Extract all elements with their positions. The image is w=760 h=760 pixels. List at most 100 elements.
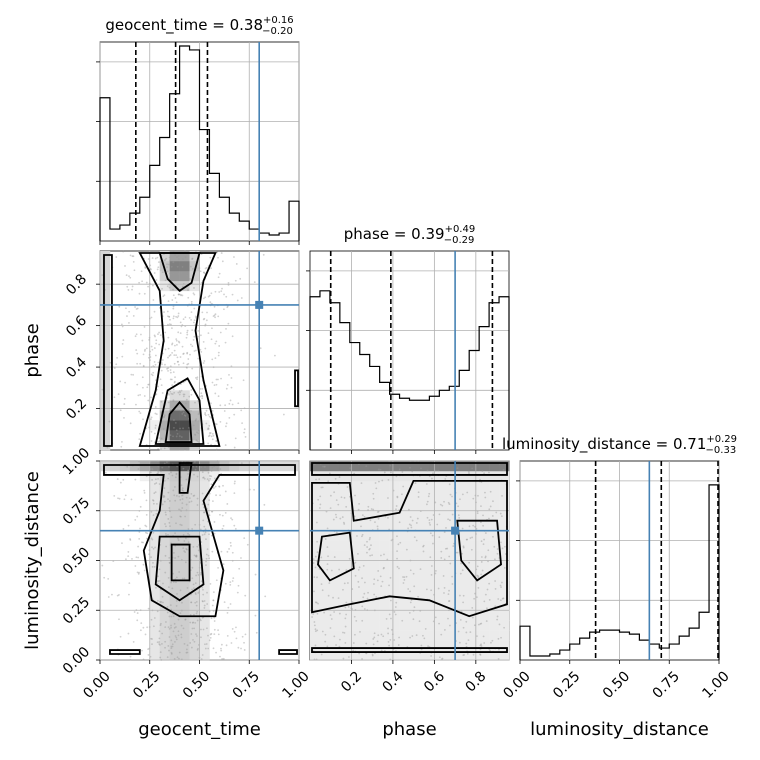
scatter-point (138, 571, 140, 574)
density-cell (499, 470, 510, 482)
scatter-point (484, 491, 486, 494)
scatter-point (329, 627, 332, 629)
scatter-point (361, 533, 364, 536)
scatter-point (390, 539, 393, 542)
scatter-point (202, 600, 204, 603)
density-cell (389, 650, 400, 661)
scatter-point (174, 557, 176, 559)
density-cell (179, 400, 190, 411)
scatter-point (160, 400, 163, 403)
scatter-point (465, 620, 468, 623)
density-cell (310, 470, 321, 482)
scatter-point (221, 287, 223, 290)
scatter-point (373, 636, 376, 639)
scatter-point (372, 638, 375, 640)
scatter-point (462, 594, 465, 597)
scatter-point (116, 594, 119, 597)
scatter-point (395, 505, 398, 507)
scatter-point (182, 352, 185, 355)
density-cell (179, 470, 190, 482)
scatter-point (168, 627, 171, 630)
scatter-point (123, 403, 126, 405)
density-cell (379, 470, 390, 482)
scatter-point (139, 432, 141, 435)
scatter-point (315, 521, 318, 524)
scatter-point (244, 594, 247, 597)
scatter-point (140, 333, 142, 336)
density-cell (379, 640, 390, 651)
scatter-point (212, 647, 215, 650)
scatter-point (167, 369, 169, 372)
scatter-point (185, 651, 188, 654)
density-cell (409, 610, 420, 621)
scatter-point (192, 583, 195, 586)
scatter-point (186, 274, 188, 277)
scatter-point (457, 630, 460, 633)
scatter-point (175, 338, 178, 341)
scatter-point (161, 642, 163, 645)
scatter-point (470, 548, 473, 551)
density-cell (259, 461, 270, 472)
scatter-point (337, 597, 340, 600)
density-cell (149, 570, 160, 581)
scatter-point (363, 515, 366, 518)
scatter-point (170, 647, 173, 650)
scatter-point (169, 318, 171, 321)
scatter-point (159, 378, 162, 381)
scatter-point (165, 513, 167, 516)
scatter-point (370, 544, 372, 547)
density-cell (399, 510, 410, 521)
density-cell (169, 590, 180, 601)
density-cell (329, 580, 341, 591)
scatter-point (207, 503, 210, 506)
scatter-point (192, 292, 195, 295)
scatter-point (181, 507, 184, 509)
scatter-point (178, 393, 181, 396)
scatter-point (142, 364, 145, 367)
scatter-point (243, 431, 246, 434)
scatter-point (476, 565, 479, 568)
scatter-point (360, 525, 362, 528)
density-cell (359, 620, 370, 631)
density-cell (139, 461, 151, 472)
contour-right (456, 519, 502, 582)
density-cell (349, 500, 361, 512)
xtick-label-geocent_time: 1.00 (279, 668, 312, 701)
scatter-point (210, 475, 213, 478)
scatter-point (227, 606, 230, 609)
scatter-point (190, 601, 193, 604)
scatter-point (173, 419, 175, 421)
scatter-point (337, 503, 340, 506)
scatter-point (168, 355, 171, 357)
scatter-point (101, 388, 104, 391)
scatter-point (403, 576, 406, 579)
scatter-point (173, 380, 176, 383)
density-cell (100, 461, 111, 472)
scatter-point (185, 503, 188, 506)
scatter-point (314, 601, 317, 604)
density-cell (469, 640, 480, 651)
scatter-point (219, 494, 222, 497)
contour-mid-high (158, 252, 201, 292)
scatter-point (167, 401, 170, 404)
scatter-point (184, 448, 186, 451)
scatter-point (207, 413, 210, 416)
density-cell (310, 610, 321, 621)
grid (310, 460, 509, 661)
scatter-point (136, 571, 139, 574)
density-cell (499, 520, 510, 531)
scatter-point (431, 534, 434, 537)
scatter-point (326, 645, 329, 648)
scatter-point (160, 448, 162, 451)
scatter-point (150, 345, 153, 348)
density-cell (189, 570, 200, 581)
scatter-point (101, 274, 104, 276)
scatter-point (396, 496, 399, 499)
density-cell (100, 280, 111, 292)
scatter-point (481, 569, 484, 572)
density-cell (329, 640, 341, 651)
scatter-point (194, 593, 197, 596)
scatter-point (165, 257, 168, 260)
scatter-point (204, 323, 207, 326)
scatter-point (462, 546, 465, 549)
